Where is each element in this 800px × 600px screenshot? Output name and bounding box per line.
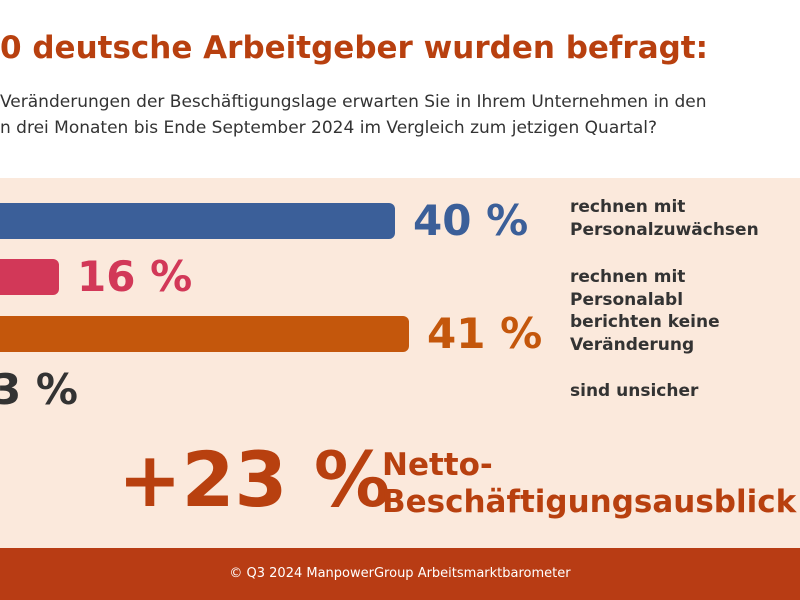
net-text: Netto-Beschäftigungsausblick (382, 447, 797, 520)
bar (0, 203, 395, 239)
net-value: +23 % (118, 435, 391, 524)
category-label: sind unsicher (570, 381, 699, 401)
value-label: 41 % (427, 309, 543, 358)
value-label: 16 % (77, 252, 193, 301)
panel (0, 178, 800, 548)
chart-title: 0 deutsche Arbeitgeber wurden befragt: (0, 30, 709, 66)
category-label: berichten keine Veränderung (570, 312, 720, 355)
category-label: rechnen mit Personalzuwächsen (570, 197, 759, 240)
category-label: rechnen mit Personalabl (570, 267, 686, 310)
bar (0, 259, 59, 295)
bar (0, 316, 409, 352)
value-label: 3 % (0, 365, 78, 414)
footer: © Q3 2024 ManpowerGroup Arbeitsmarktbaro… (0, 548, 800, 600)
value-label: 40 % (413, 196, 529, 245)
subtitle: n drei Monaten bis Ende September 2024 i… (0, 118, 658, 138)
subtitle: Veränderungen der Beschäftigungslage erw… (0, 92, 707, 112)
